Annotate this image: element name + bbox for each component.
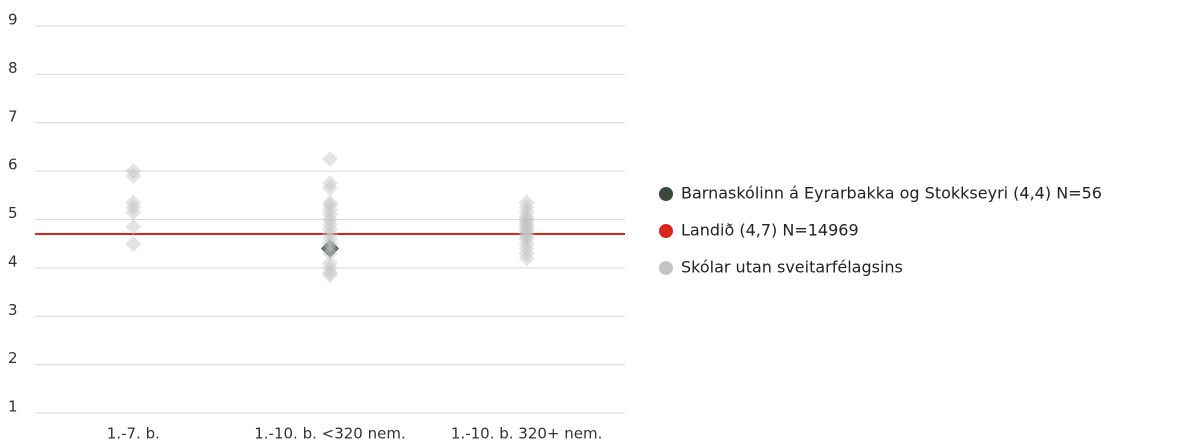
y-tick-label: 4: [8, 252, 18, 270]
school-point: [322, 259, 338, 276]
school-point: [518, 194, 535, 211]
school-point: [322, 216, 338, 233]
school-point: [125, 218, 142, 235]
highlight-point: [321, 239, 339, 258]
school-point: [322, 235, 338, 252]
school-point: [518, 218, 535, 235]
legend-label: Skólar utan sveitarfélagsins: [681, 258, 903, 277]
legend-marker: [659, 187, 673, 201]
y-tick-label: 2: [8, 349, 18, 367]
school-point: [518, 250, 535, 267]
school-point: [322, 201, 338, 218]
school-point: [322, 255, 338, 272]
y-tick-label: 8: [8, 59, 18, 77]
legend-label: Barnaskólinn á Eyrarbakka og Stokkseyri …: [681, 184, 1102, 203]
school-point: [518, 199, 535, 216]
school-point: [518, 240, 535, 257]
school-point: [322, 194, 338, 211]
x-tick-label: 1.-10. b. 320+ nem.: [451, 425, 603, 443]
school-point: [322, 267, 338, 284]
school-point: [518, 245, 535, 262]
school-point: [322, 240, 338, 257]
x-tick-label: 1.-10. b. <320 nem.: [254, 425, 406, 443]
legend-marker: [659, 261, 673, 275]
school-point: [125, 167, 142, 184]
school-point: [322, 230, 338, 247]
x-tick-label: 1.-7. b.: [107, 425, 160, 443]
school-point: [322, 226, 338, 243]
y-tick-label: 6: [8, 156, 18, 174]
y-tick-label: 7: [8, 107, 18, 125]
y-tick-label: 9: [8, 11, 18, 29]
school-point: [125, 235, 142, 252]
school-point: [322, 221, 338, 238]
school-point: [518, 223, 535, 240]
school-point: [322, 151, 338, 168]
school-point: [518, 204, 535, 221]
school-point: [518, 235, 535, 252]
school-point: [322, 211, 338, 228]
school-point: [322, 206, 338, 223]
school-point: [322, 175, 338, 192]
school-point: [322, 196, 338, 213]
school-point: [518, 221, 535, 238]
school-point: [125, 204, 142, 221]
school-point: [518, 211, 535, 228]
school-point: [322, 245, 338, 262]
school-point: [518, 226, 535, 243]
y-tick-label: 5: [8, 204, 18, 222]
school-point: [518, 230, 535, 247]
y-tick-label: 3: [8, 301, 18, 319]
school-point: [322, 264, 338, 281]
school-point: [518, 213, 535, 230]
school-point: [125, 199, 142, 216]
school-point: [125, 194, 142, 211]
school-point: [518, 216, 535, 233]
school-point: [518, 228, 535, 245]
y-tick-label: 1: [8, 398, 18, 416]
school-point: [518, 209, 535, 226]
school-point: [125, 163, 142, 180]
legend-marker: [659, 224, 673, 238]
school-point: [322, 180, 338, 197]
legend-label: Landið (4,7) N=14969: [681, 221, 859, 240]
